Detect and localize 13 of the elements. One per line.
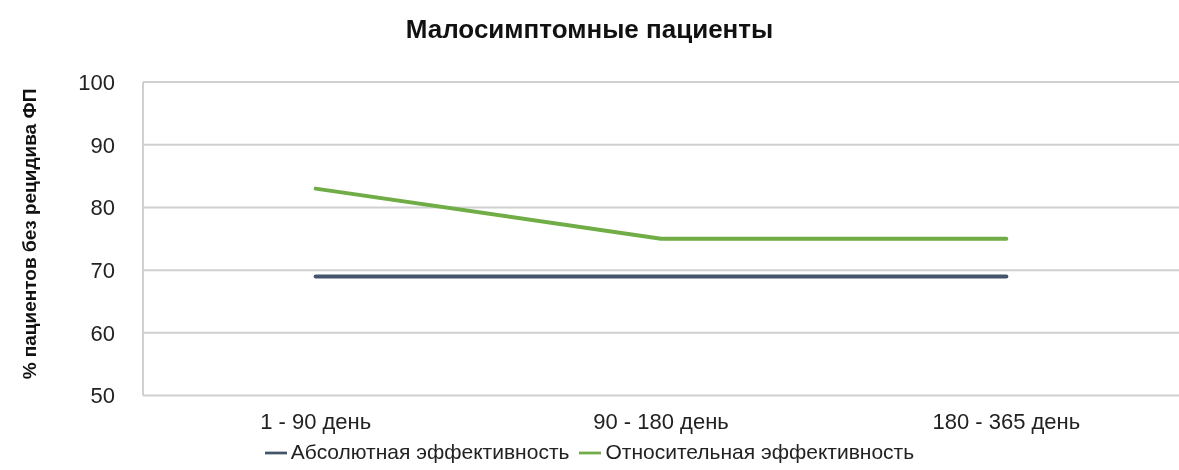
y-axis-title: % пациентов без рецидива ФП (19, 88, 41, 380)
y-tick-label: 90 (90, 132, 115, 158)
x-tick-label: 90 - 180 день (593, 409, 729, 435)
y-tick-label: 80 (90, 195, 115, 221)
y-tick-label: 50 (90, 383, 115, 409)
legend-label: Относительная эффективность (605, 439, 915, 463)
x-tick-label: 180 - 365 день (932, 409, 1081, 435)
y-tick-label: 100 (78, 69, 115, 95)
chart-title: Малосимптомные пациенты (404, 14, 775, 45)
y-tick-label: 70 (90, 257, 115, 283)
legend-label: Абсолютная эффективность (290, 439, 570, 463)
y-tick-label: 60 (90, 320, 115, 346)
x-tick-label: 1 - 90 день (260, 409, 372, 435)
